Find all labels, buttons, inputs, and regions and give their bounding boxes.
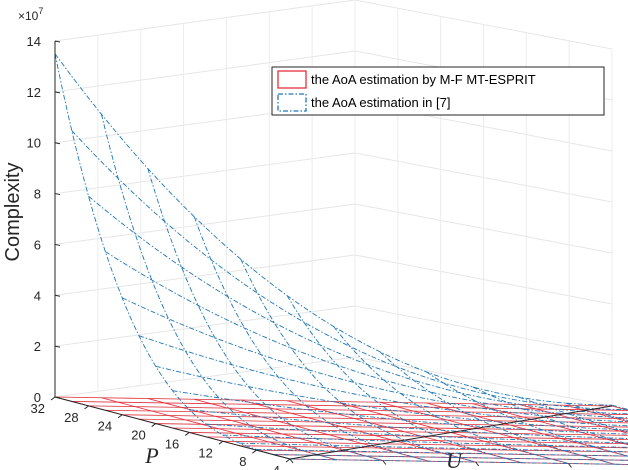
u-tick-mark [475,461,480,467]
p-tick-mark [285,458,291,463]
z-tick-label: 14 [27,34,41,49]
ref7-surface-line [147,168,383,461]
z-gridline-left [54,356,356,398]
p-tick-mark [117,414,123,419]
z-tick-label: 2 [34,339,41,354]
u-tick-label: 16 [285,467,299,470]
p-tick-label: 16 [165,436,179,451]
mf-mt-esprit-surface-line [101,397,337,461]
z-gridline-left [54,305,356,347]
z-tick-mark [54,345,61,348]
z-axis-exponent-base: ×10 [18,9,39,23]
mf-mt-esprit-surface-line [105,409,628,420]
z-gridline-left [54,254,356,296]
z-tick-label: 12 [27,85,41,100]
mf-mt-esprit-surface-line [472,403,628,446]
mf-mt-esprit-surface-line [565,404,628,423]
z-axis-label: Complexity [2,163,24,262]
u-axis-label: U [446,448,464,470]
p-tick-mark [184,432,190,436]
u-tick-mark [568,463,572,468]
z-gridline-left [54,0,356,42]
z-tick-mark [54,294,61,297]
u-axis-line [289,405,613,460]
u-tick-labels: 16141210864 [285,467,392,470]
mf-mt-esprit-surface-line [611,405,628,411]
z-tick-label: 6 [34,237,41,252]
legend-label-m-f-mt-esprit: the AoA estimation by M-F MT-ESPRIT [311,72,536,87]
z-axis-exponent: ×107 [18,6,43,23]
p-tick-mark [84,405,89,410]
p-tick-mark [252,449,257,454]
p-axis-line [54,396,291,460]
legend-box [271,66,605,116]
z-tick-label: 10 [27,136,41,151]
z-tick-mark [54,396,61,399]
ref7-surface-line [379,351,616,465]
ref7-surface-line [100,114,337,461]
legend-label-ref7: the AoA estimation in [7] [311,95,450,110]
legend-swatch-m-f-mt-esprit [277,70,307,89]
ref7-surface-line [426,371,628,457]
z-tick-mark [54,91,61,94]
p-tick-mark [218,440,224,445]
z-tick-label: 4 [34,288,41,303]
ref7-surface-line [472,386,628,445]
p-tick-label: 32 [31,401,45,416]
p-tick-label: 8 [239,454,246,469]
ref7-surface-line [240,258,476,463]
legend-swatch-ref7 [277,93,307,112]
z-tick-label: 0 [34,390,41,405]
u-tick-mark [289,458,294,464]
ref7-surface-line [193,216,430,462]
z-axis-exponent-power: 7 [38,6,43,16]
p-tick-label: 12 [198,445,212,460]
p-tick-label: 4 [273,463,280,470]
legend[interactable]: the AoA estimation by M-F MT-ESPRIT the … [271,66,605,116]
z-tick-label: 8 [34,187,41,202]
ref7-surface-line [333,326,569,464]
ref7-surface-line [54,53,291,460]
z-tick-mark [54,40,61,43]
z-gridline-left [54,152,356,195]
p-tick-labels: 32 28 24 20 16 12 8 4 [31,401,280,470]
left-back-wall [55,0,355,397]
z-tick-mark [54,193,61,196]
z-gridline-left [54,50,356,93]
u-tick-mark [382,460,387,465]
p-axis-label: P [144,443,158,468]
z-tick-labels: 0 2 4 6 8 10 12 14 [27,34,41,405]
z-tick-mark [54,142,61,145]
p-tick-label: 28 [64,410,78,425]
p-tick-mark [50,396,56,401]
back-walls [55,0,355,397]
mf-mt-esprit-surface-line [240,399,476,463]
p-tick-label: 24 [98,419,112,434]
p-tick-mark [151,423,157,427]
p-tick-label: 20 [131,428,145,443]
axes [50,40,613,468]
z-tick-mark [54,243,61,246]
floor-gridline-u [611,405,628,411]
mf-mt-esprit-surface-line [88,405,628,415]
mf-mt-esprit-surface-line [286,400,523,464]
z-gridline-left [54,203,356,245]
u-tick-label: 14 [378,469,392,470]
